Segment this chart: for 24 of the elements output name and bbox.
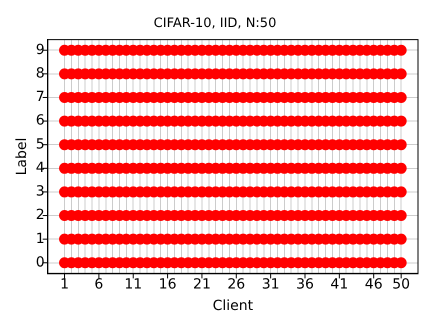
x-tick-label: 36 [296,276,314,292]
y-tick-label: 7 [36,89,45,106]
y-tick-label: 2 [36,207,45,224]
x-tick-label: 6 [94,276,104,292]
y-tick-label: 9 [36,42,45,58]
y-tick-label: 0 [36,254,45,270]
y-tick-label: 5 [36,136,45,152]
chart-title: CIFAR-10, IID, N:50 [154,16,276,32]
x-tick-label: 46 [364,276,383,292]
y-tick-label: 4 [36,160,45,176]
y-tick-label: 8 [36,65,45,82]
x-tick-label: 41 [330,276,348,292]
x-tick-label: 16 [158,276,177,292]
x-axis-title: Client [212,298,254,314]
x-tick-label: 1 [60,276,69,292]
x-tick-label: 21 [193,276,211,292]
x-tick-label: 31 [262,276,280,292]
x-tick-label: 26 [227,276,246,292]
y-tick-label: 6 [36,112,45,129]
y-axis-title: Label [14,138,30,176]
x-tick-label: 50 [392,276,410,292]
y-tick-label: 3 [36,184,45,200]
x-tick-label: 11 [124,276,142,292]
y-tick-label: 1 [36,230,45,247]
